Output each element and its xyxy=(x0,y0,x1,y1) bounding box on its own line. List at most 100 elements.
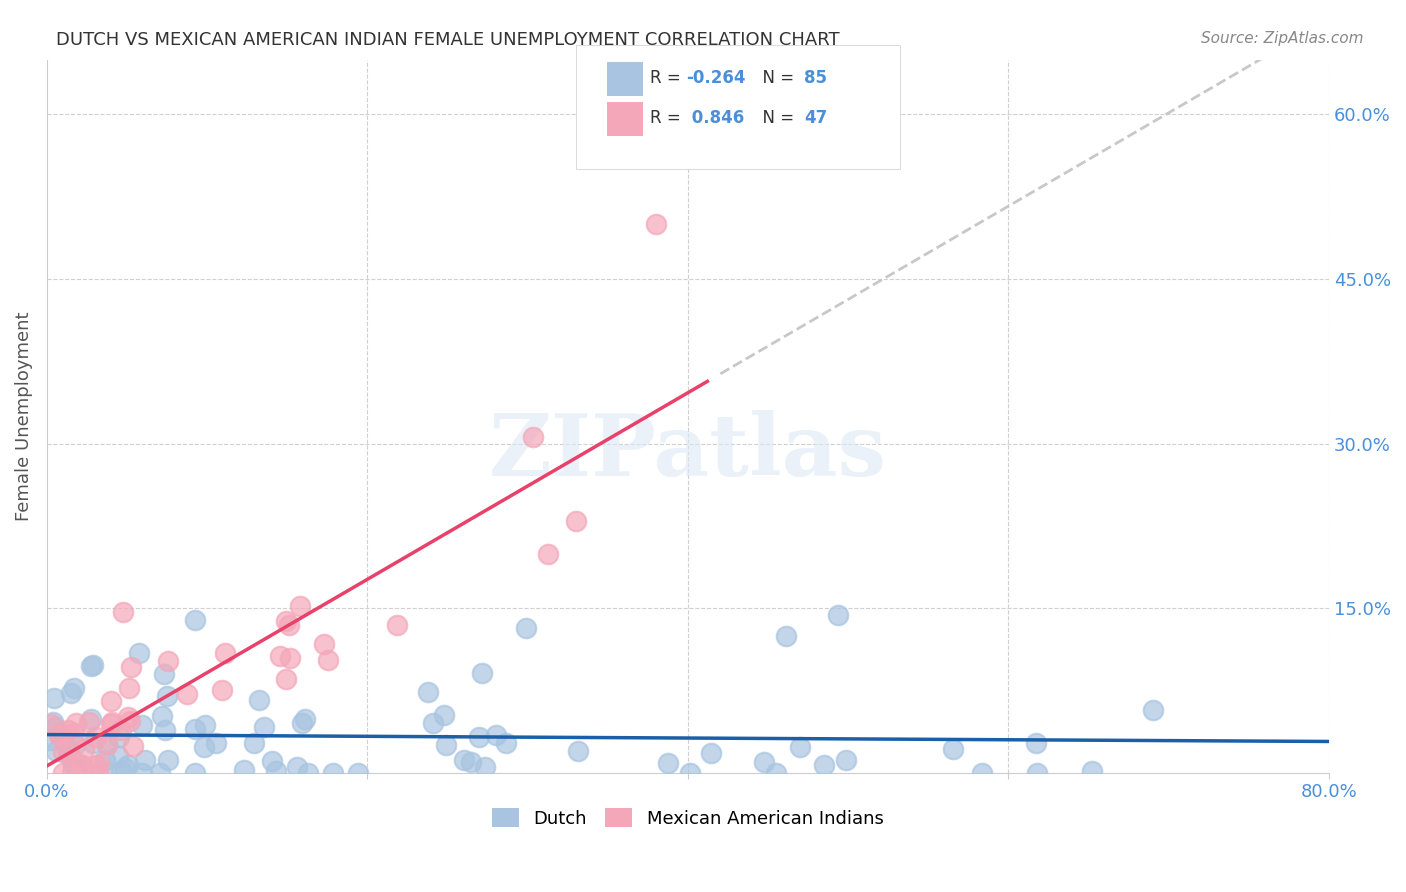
Point xyxy=(60,765,83,780)
Point xyxy=(297,765,319,780)
Point xyxy=(567,744,589,758)
Point xyxy=(495,736,517,750)
Y-axis label: Female Unemployment: Female Unemployment xyxy=(15,311,32,521)
Point xyxy=(44,744,66,758)
Point xyxy=(87,765,110,780)
Point xyxy=(42,691,65,706)
Point xyxy=(515,622,537,636)
Text: 47: 47 xyxy=(804,109,828,127)
Point xyxy=(49,727,72,741)
Point xyxy=(66,763,89,777)
Point xyxy=(1026,765,1049,780)
Text: N =: N = xyxy=(752,109,800,127)
Point xyxy=(96,765,118,780)
Legend: Dutch, Mexican American Indians: Dutch, Mexican American Indians xyxy=(485,801,891,835)
Point xyxy=(52,765,75,780)
Point xyxy=(247,693,270,707)
Point xyxy=(264,764,287,778)
Point xyxy=(942,742,965,756)
Point xyxy=(72,760,94,774)
Point xyxy=(485,728,508,742)
Point xyxy=(468,730,491,744)
Point xyxy=(233,763,256,777)
Point xyxy=(765,765,787,780)
Point xyxy=(835,753,858,767)
Text: -0.264: -0.264 xyxy=(686,70,745,87)
Point xyxy=(1142,703,1164,717)
Point xyxy=(312,637,335,651)
Point xyxy=(260,754,283,768)
Point xyxy=(347,765,370,780)
Point xyxy=(84,757,107,772)
Point xyxy=(157,753,180,767)
Point xyxy=(73,742,96,756)
Point xyxy=(82,658,104,673)
Point xyxy=(87,756,110,771)
Point xyxy=(58,723,80,737)
Point xyxy=(94,753,117,767)
Point xyxy=(291,715,314,730)
Point xyxy=(149,765,172,780)
Point xyxy=(80,659,103,673)
Point xyxy=(318,652,340,666)
Point xyxy=(118,681,141,695)
Point xyxy=(385,618,408,632)
Point xyxy=(42,714,65,729)
Point xyxy=(183,765,205,780)
Point xyxy=(80,712,103,726)
Point xyxy=(131,718,153,732)
Point xyxy=(114,761,136,775)
Point xyxy=(565,514,588,528)
Point xyxy=(278,651,301,665)
Point xyxy=(253,720,276,734)
Point xyxy=(269,649,291,664)
Point xyxy=(176,687,198,701)
Point xyxy=(100,717,122,731)
Point xyxy=(789,739,811,754)
Text: N =: N = xyxy=(752,70,800,87)
Point xyxy=(44,720,66,734)
Point xyxy=(121,739,143,753)
Point xyxy=(58,748,80,763)
Point xyxy=(1025,737,1047,751)
Point xyxy=(970,765,993,780)
Point xyxy=(112,605,135,619)
Point xyxy=(700,747,723,761)
Point xyxy=(118,714,141,728)
Point xyxy=(471,665,494,680)
Point xyxy=(100,694,122,708)
Point xyxy=(474,759,496,773)
Point xyxy=(65,716,87,731)
Point xyxy=(274,614,297,628)
Point xyxy=(537,548,560,562)
Point xyxy=(63,725,86,739)
Text: R =: R = xyxy=(650,70,686,87)
Point xyxy=(184,723,207,737)
Point xyxy=(84,730,107,744)
Point xyxy=(422,715,444,730)
Text: DUTCH VS MEXICAN AMERICAN INDIAN FEMALE UNEMPLOYMENT CORRELATION CHART: DUTCH VS MEXICAN AMERICAN INDIAN FEMALE … xyxy=(56,31,839,49)
Point xyxy=(194,718,217,732)
Point xyxy=(679,765,702,780)
Point xyxy=(52,745,75,759)
Point xyxy=(120,660,142,674)
Point xyxy=(110,764,132,779)
Point xyxy=(117,758,139,772)
Point xyxy=(39,717,62,731)
Point xyxy=(322,765,344,780)
Point xyxy=(433,708,456,723)
Point xyxy=(77,715,100,730)
Point xyxy=(65,738,87,752)
Point xyxy=(107,749,129,764)
Point xyxy=(67,765,90,780)
Point xyxy=(285,760,308,774)
Point xyxy=(288,599,311,613)
Point xyxy=(752,756,775,770)
Point xyxy=(58,743,80,757)
Point xyxy=(193,739,215,754)
Point xyxy=(38,733,60,747)
Point xyxy=(1081,764,1104,778)
Point xyxy=(153,723,176,737)
Point xyxy=(153,667,176,681)
Point xyxy=(82,736,104,750)
